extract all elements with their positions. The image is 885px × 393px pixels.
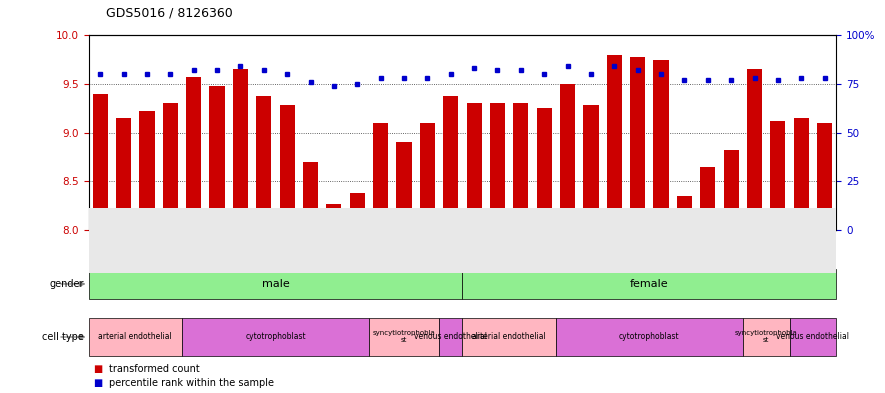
Text: ■: ■ (93, 364, 102, 374)
Bar (350, 193, 365, 230)
Bar (462, 318, 556, 356)
Bar (163, 103, 178, 230)
Bar (536, 108, 552, 230)
Bar (369, 318, 439, 356)
Bar (139, 111, 155, 230)
Bar (439, 318, 463, 356)
Bar (747, 70, 762, 230)
Text: arterial endothelial: arterial endothelial (473, 332, 546, 342)
Bar (770, 121, 786, 230)
Text: ■: ■ (93, 378, 102, 388)
Text: male: male (262, 279, 289, 289)
Bar (630, 57, 645, 230)
Text: gender: gender (50, 279, 84, 289)
Text: venous endothelial: venous endothelial (776, 332, 850, 342)
Bar (443, 95, 458, 230)
Bar (182, 318, 369, 356)
Bar (607, 55, 622, 230)
Bar (583, 105, 598, 230)
Bar (513, 103, 528, 230)
Bar (794, 118, 809, 230)
Text: venous endothelial: venous endothelial (414, 332, 488, 342)
Text: GDS5016 / 8126360: GDS5016 / 8126360 (106, 7, 233, 20)
Bar (743, 318, 789, 356)
Bar (700, 167, 715, 230)
Text: syncytiotrophobla
st: syncytiotrophobla st (373, 331, 435, 343)
Text: cytotrophoblast: cytotrophoblast (619, 332, 680, 342)
Bar (233, 70, 248, 230)
Bar (560, 84, 575, 230)
Bar (303, 162, 318, 230)
Bar (653, 60, 669, 230)
Bar (396, 142, 412, 230)
Text: percentile rank within the sample: percentile rank within the sample (109, 378, 273, 388)
Text: cell type: cell type (42, 332, 84, 342)
Bar (116, 118, 131, 230)
Bar (256, 95, 272, 230)
Bar (280, 105, 295, 230)
Bar (462, 269, 836, 299)
Bar (817, 123, 832, 230)
Bar (93, 94, 108, 230)
Bar (466, 103, 481, 230)
Bar (490, 103, 505, 230)
Bar (186, 77, 201, 230)
Bar (88, 269, 462, 299)
Bar (88, 318, 182, 356)
Text: female: female (630, 279, 669, 289)
Text: transformed count: transformed count (109, 364, 200, 374)
Bar (556, 318, 743, 356)
Bar (789, 318, 836, 356)
Bar (210, 86, 225, 230)
Bar (677, 196, 692, 230)
Text: arterial endothelial: arterial endothelial (98, 332, 172, 342)
Bar (373, 123, 389, 230)
Text: cytotrophoblast: cytotrophoblast (245, 332, 306, 342)
Bar (724, 150, 739, 230)
Bar (419, 123, 435, 230)
Text: syncytiotrophobla
st: syncytiotrophobla st (735, 331, 797, 343)
Bar (327, 204, 342, 230)
